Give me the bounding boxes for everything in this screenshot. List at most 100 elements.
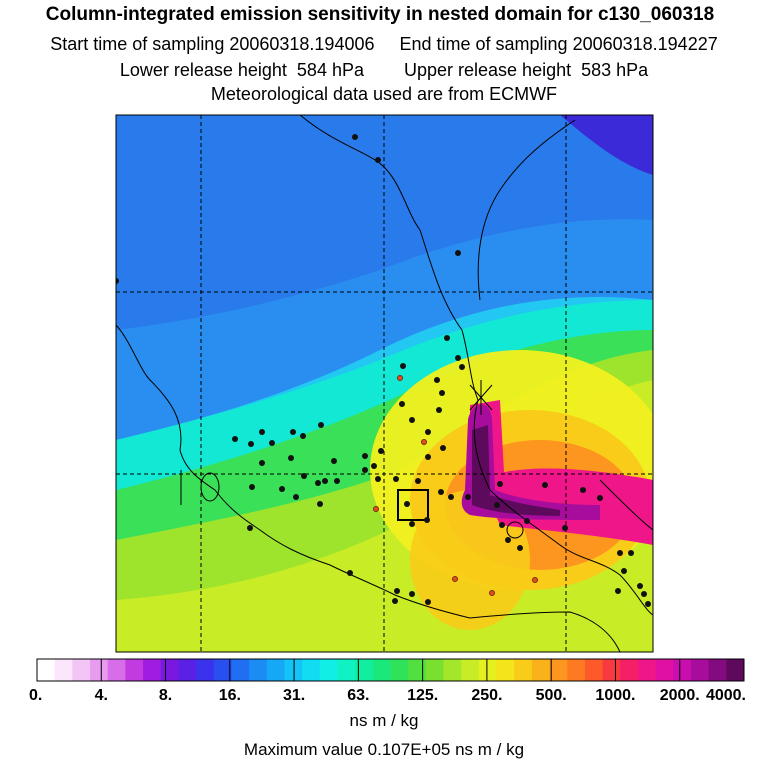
colorbar-cell — [107, 659, 126, 681]
colorbar-cell — [143, 659, 162, 681]
site-marker — [248, 441, 254, 447]
colorbar-cell — [213, 659, 232, 681]
colorbar-cell — [231, 659, 250, 681]
colorbar-tick-label: 1000. — [595, 687, 635, 704]
grid-lines — [116, 115, 653, 652]
colorbar-cell — [54, 659, 73, 681]
site-marker-alt — [489, 590, 495, 596]
colorbar-cell — [549, 659, 568, 681]
field-layer — [116, 115, 653, 652]
site-marker — [497, 481, 503, 487]
colorbar-tick-label: 500. — [536, 687, 567, 704]
site-marker — [424, 517, 430, 523]
measurement-sites — [116, 134, 651, 607]
site-marker — [517, 545, 523, 551]
site-marker — [448, 494, 454, 500]
site-marker — [409, 521, 415, 527]
colorbar-cell — [302, 659, 321, 681]
colorbar-cell — [478, 659, 498, 681]
site-marker — [375, 157, 381, 163]
site-marker-alt — [421, 439, 427, 445]
colorbar-tick-label: 0. — [29, 687, 42, 704]
site-marker — [322, 478, 328, 484]
colorbar-cell — [37, 659, 56, 681]
site-marker — [455, 355, 461, 361]
colorbar-cell — [443, 659, 462, 681]
site-marker — [425, 454, 431, 460]
site-marker — [315, 480, 321, 486]
site-marker — [409, 591, 415, 597]
colorbar-cell — [690, 659, 710, 681]
release-heights: Lower release height 584 hPa Upper relea… — [119, 60, 649, 80]
site-marker — [641, 591, 647, 597]
colorbar-cells — [37, 659, 745, 681]
colorbar-ticks: 0. 4. 8. 16. 31. 63. 125. 250. 500. 1000. 2000. 400… — [29, 659, 746, 704]
colorbar-cell — [319, 659, 338, 681]
colorbar-cell — [90, 659, 109, 681]
site-marker — [301, 473, 307, 479]
site-marker-alt — [397, 375, 403, 381]
site-marker — [562, 525, 568, 531]
colorbar-cell — [496, 659, 515, 681]
site-marker — [438, 489, 444, 495]
site-marker — [580, 487, 586, 493]
site-marker — [259, 460, 265, 466]
site-marker — [279, 486, 285, 492]
colorbar-cell — [602, 659, 621, 681]
colorbar-cell — [726, 659, 745, 681]
colorbar-tick-label: 31. — [283, 687, 305, 704]
site-marker — [300, 433, 306, 439]
site-marker — [425, 599, 431, 605]
colorbar-tick-label: 16. — [219, 687, 241, 704]
site-marker — [375, 476, 381, 482]
colorbar-tick-label: 250. — [471, 687, 502, 704]
site-marker — [347, 570, 353, 576]
map-frame — [115, 114, 654, 653]
colorbar-tick-label: 2000. — [660, 687, 700, 704]
coastlines — [116, 115, 653, 652]
site-marker — [334, 478, 340, 484]
site-marker-alt — [373, 506, 379, 512]
site-marker — [459, 364, 465, 370]
colorbar-cell — [425, 659, 445, 681]
chart-title: Column-integrated emission sensitivity i… — [45, 4, 715, 25]
colorbar-cell — [196, 659, 215, 681]
site-marker — [409, 417, 415, 423]
site-marker — [293, 494, 299, 500]
site-marker — [317, 501, 323, 507]
site-marker — [331, 458, 337, 464]
site-marker — [465, 494, 471, 500]
site-marker — [542, 482, 548, 488]
colorbar-cell — [531, 659, 551, 681]
site-marker — [269, 440, 275, 446]
site-marker — [645, 601, 651, 607]
colorbar-cell — [178, 659, 197, 681]
site-marker — [247, 525, 253, 531]
site-marker — [455, 250, 461, 256]
site-marker — [362, 453, 368, 459]
site-marker — [425, 429, 431, 435]
site-marker — [404, 501, 410, 507]
site-marker — [499, 522, 505, 528]
colorbar-cell — [284, 659, 303, 681]
colorbar-tick-label: 125. — [407, 687, 438, 704]
site-marker — [378, 448, 384, 454]
site-marker — [393, 476, 399, 482]
colorbar-cell — [655, 659, 674, 681]
site-marker — [362, 467, 368, 473]
site-marker — [617, 550, 623, 556]
site-marker — [444, 335, 450, 341]
colorbar-cell — [72, 659, 91, 681]
colorbar-cell — [461, 659, 480, 681]
site-marker — [392, 598, 398, 604]
site-marker — [116, 278, 119, 284]
site-marker — [259, 429, 265, 435]
colorbar-cell — [620, 659, 639, 681]
colorbar-tick-label: 63. — [347, 687, 369, 704]
site-marker — [621, 568, 627, 574]
site-marker — [394, 588, 400, 594]
site-marker — [524, 518, 530, 524]
colorbar-cell — [160, 659, 179, 681]
site-marker — [400, 363, 406, 369]
colorbar-cell — [408, 659, 427, 681]
